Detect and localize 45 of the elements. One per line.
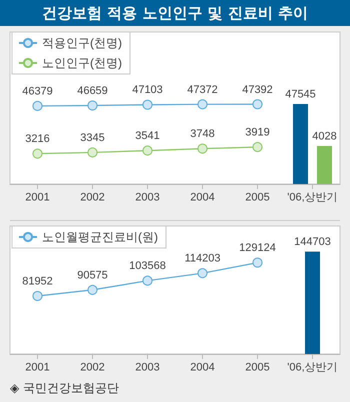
data-label: 3345	[80, 132, 105, 144]
chart-title: 건강보험 적용 노인인구 및 진료비 추이	[0, 0, 350, 26]
data-label: 103568	[129, 260, 166, 272]
data-label: 47103	[132, 84, 163, 96]
point	[198, 144, 208, 154]
data-label: 47372	[187, 84, 218, 96]
x-tick-label: 2002	[80, 192, 105, 204]
data-label: 3919	[245, 126, 270, 139]
data-label: 144703	[294, 236, 331, 248]
x-tick-label: 2005	[245, 192, 270, 204]
x-tick-label: 2004	[190, 192, 215, 204]
data-label: 46659	[77, 84, 108, 97]
x-tick-label: 2003	[135, 362, 160, 374]
data-label: 46379	[22, 85, 53, 98]
data-label: 3541	[135, 130, 160, 142]
data-label: 81952	[22, 276, 53, 288]
point	[252, 258, 262, 268]
data-label: 90575	[77, 269, 108, 282]
x-tick-label: 2003	[135, 192, 160, 204]
x-tick-label: 2002	[80, 362, 105, 374]
legend-label: 적용인구(천명)	[42, 36, 122, 50]
x-tick-label: 2004	[190, 362, 215, 374]
point	[32, 291, 42, 302]
x-tick-label: 2001	[25, 192, 50, 204]
point	[88, 147, 98, 158]
point	[198, 268, 208, 278]
data-label: 129124	[239, 242, 276, 254]
x-tick-label: 2001	[25, 362, 50, 374]
x-tick-label: '06,상반기	[287, 192, 338, 204]
point	[88, 284, 98, 295]
point	[252, 142, 262, 152]
x-tick-label: 2005	[245, 362, 270, 374]
data-label: 3748	[190, 128, 215, 140]
point	[142, 276, 152, 286]
data-label: 47392	[242, 84, 273, 96]
legend-label: 노인월평균진료비(원)	[42, 230, 158, 244]
data-label: 4028	[312, 130, 337, 142]
legend-label: 노인인구(천명)	[42, 56, 122, 70]
data-label: 114203	[184, 252, 220, 265]
data-label: 3216	[25, 133, 50, 146]
x-tick-label: '06,상반기	[287, 362, 338, 374]
data-label: 47545	[285, 88, 316, 100]
text: ◈ 국민건강보험공단	[10, 380, 120, 397]
point	[32, 148, 42, 159]
point	[142, 146, 152, 156]
